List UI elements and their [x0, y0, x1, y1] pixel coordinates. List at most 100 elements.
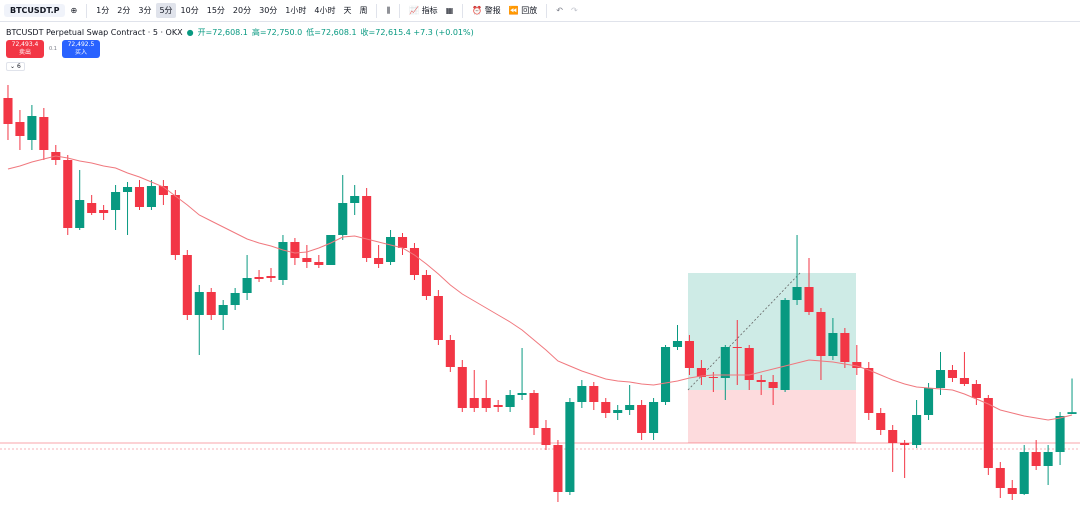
indicator-count: 6 — [16, 63, 21, 70]
interval[interactable]: 4小时 — [314, 6, 336, 15]
candle-body — [87, 203, 97, 213]
candle-body — [828, 333, 838, 356]
candle-body — [589, 386, 599, 402]
layout-button[interactable]: ▦ — [445, 6, 454, 15]
candle-body — [708, 377, 718, 378]
sell-button[interactable]: 72,493.4 卖出 — [6, 40, 44, 58]
candle-body — [625, 405, 635, 410]
buy-price: 72,492.5 — [67, 41, 95, 48]
candle-body — [971, 384, 981, 398]
candle-body — [852, 362, 862, 368]
candle-body — [983, 398, 993, 468]
candle-body — [3, 98, 13, 124]
legend: BTCUSDT Perpetual Swap Contract · 5 · OK… — [6, 26, 474, 38]
candle-body — [876, 413, 886, 430]
candle-body — [541, 428, 551, 445]
candle-body — [780, 300, 790, 390]
buy-button[interactable]: 72,492.5 买入 — [61, 40, 100, 58]
interval[interactable]: 30分 — [259, 6, 278, 15]
candle-body — [75, 200, 85, 228]
trade-buttons: 72,493.4 卖出 0.1 72,492.5 买入 — [6, 40, 100, 58]
sell-price: 72,493.4 — [11, 41, 39, 48]
position-loss-zone — [688, 390, 856, 443]
candle-body — [278, 242, 288, 280]
candle-body — [218, 305, 228, 315]
candle-body — [314, 262, 324, 265]
candle-body — [27, 116, 37, 140]
interval[interactable]: 周 — [359, 6, 368, 15]
candle-body — [362, 196, 372, 258]
candle-body — [1007, 488, 1017, 494]
candle-body — [266, 276, 276, 278]
candle-body — [350, 196, 360, 203]
alert-button[interactable]: ⏰ 警报 — [472, 6, 501, 15]
interval[interactable]: 天 — [343, 6, 352, 15]
candle-body — [302, 258, 312, 262]
chart-style[interactable]: ⫼ — [386, 5, 391, 15]
candle-body — [170, 195, 180, 255]
candle-body — [481, 398, 491, 408]
indicators-button[interactable]: 📈 指标 — [409, 6, 438, 15]
candle-body — [39, 117, 49, 150]
candle-body — [158, 186, 168, 195]
candle-body — [768, 382, 778, 388]
candle-body — [326, 235, 336, 265]
candle-body — [409, 248, 420, 275]
candle-body — [553, 445, 563, 492]
legend-title: BTCUSDT Perpetual Swap Contract · 5 · OK… — [6, 27, 183, 37]
interval[interactable]: 3分 — [138, 6, 152, 15]
interval[interactable]: 1分 — [96, 6, 110, 15]
interval[interactable]: 5分 — [156, 3, 176, 18]
candle-body — [888, 430, 898, 443]
interval[interactable]: 2分 — [117, 6, 131, 15]
undo[interactable]: ↶ — [556, 6, 563, 15]
candle-body — [122, 187, 133, 192]
indicator-toggle[interactable]: ⌄ 6 — [6, 62, 25, 71]
redo[interactable]: ↷ — [570, 6, 578, 15]
replay-button[interactable]: ⏪ 回放 — [508, 6, 538, 15]
candle-body — [457, 367, 467, 408]
position-dashed — [687, 272, 801, 391]
candle-body — [744, 348, 754, 380]
moving-average — [7, 155, 1073, 421]
candle-body — [756, 380, 766, 382]
candle-body — [397, 237, 408, 248]
legend-close: 收=72,615.4 +7.3 (+0.01%) — [360, 27, 474, 37]
candle-body — [840, 333, 850, 362]
candle-body — [146, 186, 156, 207]
candle-body — [565, 402, 575, 492]
legend-low: 低=72,608.1 — [306, 27, 357, 37]
candle-body — [15, 122, 25, 136]
candle-body — [924, 388, 934, 415]
candle-body — [577, 386, 587, 402]
separator — [462, 3, 464, 18]
candle-body — [194, 292, 204, 315]
separator — [376, 3, 378, 18]
toolbar: BTCUSDT.P ⊕ 1分 2分 3分 5分 10分 15分 20分 30分 1小时 4小时天周… — [0, 0, 1080, 22]
candle-body — [816, 312, 826, 356]
status-dot: ● — [186, 27, 194, 37]
interval-group: 1分 2分 3分 5分 10分 15分 20分 30分 1小时 4小时天周 — [92, 3, 371, 18]
interval[interactable]: 20分 — [232, 6, 252, 15]
candle-body — [374, 258, 384, 264]
candle-body — [99, 210, 109, 213]
add-symbol[interactable]: ⊕ — [70, 6, 78, 15]
interval[interactable]: 10分 — [180, 6, 199, 15]
candle-body — [386, 237, 396, 262]
interval[interactable]: 15分 — [206, 6, 225, 15]
candle-body — [505, 395, 515, 407]
candle-body — [792, 287, 802, 300]
interval[interactable]: 1小时 — [285, 6, 307, 15]
legend-open: 开=72,608.1 — [197, 27, 248, 37]
separator — [86, 3, 88, 18]
candle-body — [1031, 452, 1041, 466]
candle-body — [242, 278, 252, 293]
candle-body — [900, 443, 910, 445]
legend-high: 高=72,750.0 — [251, 27, 303, 37]
candle-body — [493, 405, 503, 407]
symbol[interactable]: BTCUSDT.P — [4, 4, 66, 17]
candle-body — [63, 160, 73, 228]
candle-body — [421, 275, 431, 296]
candle-body — [445, 340, 455, 367]
